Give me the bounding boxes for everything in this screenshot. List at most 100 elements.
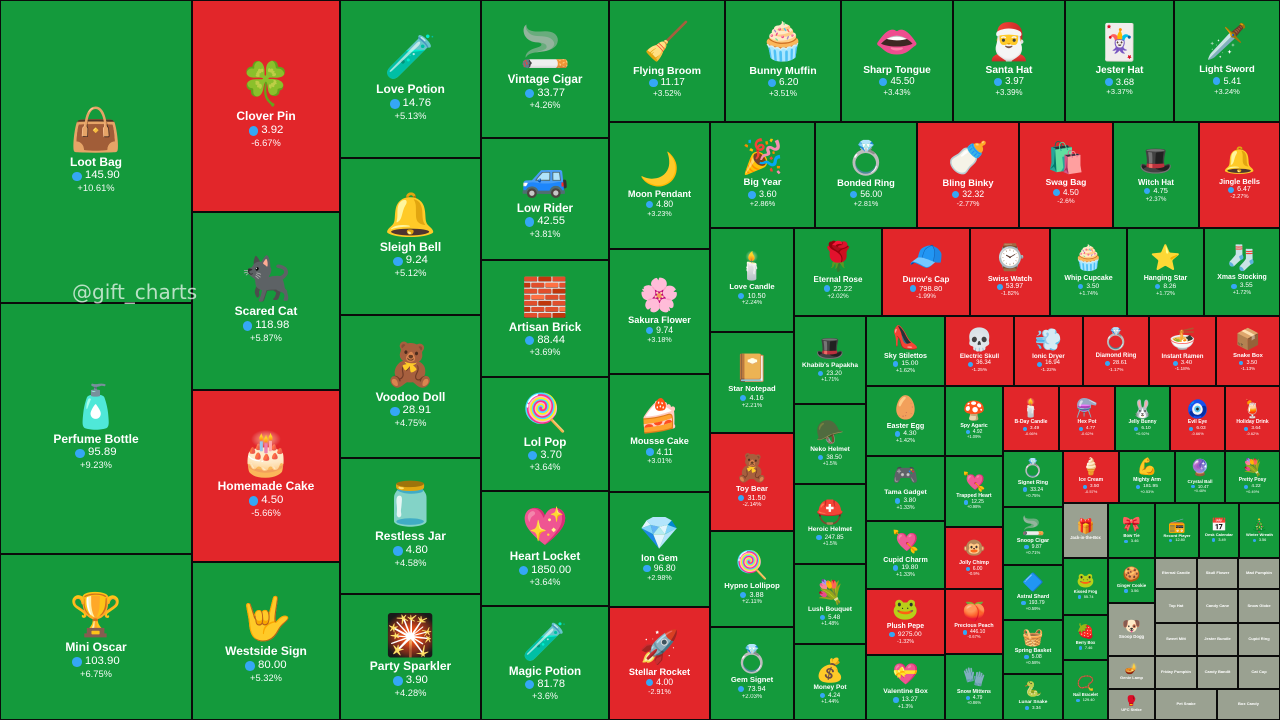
tile-ice-cream[interactable]: 🍦 Ice Cream 3.50 -0.57% — [1063, 451, 1119, 503]
tile-snake-box[interactable]: 📦 Snake Box 3.50 -1.13% — [1216, 316, 1280, 386]
tile-sleigh-bell[interactable]: 🔔 Sleigh Bell 9.24 +5.12% — [340, 158, 481, 315]
tile-vintage-cigar[interactable]: 🚬 Vintage Cigar 33.77 +4.26% — [481, 0, 609, 138]
tile-sharp-tongue[interactable]: 👄 Sharp Tongue 45.50 +3.43% — [841, 0, 953, 122]
tile-stellar-rocket[interactable]: 🚀 Stellar Rocket 4.00 -2.91% — [609, 607, 710, 720]
tile-xmas-stocking[interactable]: 🧦 Xmas Stocking 3.55 +1.72% — [1204, 228, 1280, 316]
tile-hanging-star[interactable]: ⭐ Hanging Star 8.26 +1.72% — [1127, 228, 1204, 316]
tile-flying-broom[interactable]: 🧹 Flying Broom 11.17 +3.52% — [609, 0, 725, 122]
tile-party-sparkler[interactable]: 🎇 Party Sparkler 3.90 +4.28% — [340, 594, 481, 720]
tile-jingle-bells[interactable]: 🔔 Jingle Bells 6.47 -2.27% — [1199, 122, 1280, 228]
tile-magic-potion[interactable]: 🧪 Magic Potion 81.78 +3.6% — [481, 606, 609, 720]
tile-low-rider[interactable]: 🚙 Low Rider 42.55 +3.81% — [481, 138, 609, 260]
tile-snoop-cigar[interactable]: 🚬 Snoop Cigar 9.87 +0.71% — [1003, 507, 1063, 565]
tile-winter-wreath[interactable]: 🎄 Winter Wreath 3.56 — [1239, 503, 1280, 558]
tile-durov-s-cap[interactable]: 🧢 Durov's Cap 798.80 -1.99% — [882, 228, 970, 316]
tile-snoop-dogg[interactable]: 🐶 Snoop Dogg — [1108, 603, 1155, 656]
tile-genie-lamp[interactable]: 🪔 Genie Lamp — [1108, 656, 1155, 689]
tile-electric-skull[interactable]: 💀 Electric Skull 36.34 -1.25% — [945, 316, 1014, 386]
tile-mousse-cake[interactable]: 🍰 Mousse Cake 4.11 +3.01% — [609, 374, 710, 492]
tile-bunny-muffin[interactable]: 🧁 Bunny Muffin 6.20 +3.51% — [725, 0, 841, 122]
tile-light-sword[interactable]: 🗡️ Light Sword 5.41 +3.24% — [1174, 0, 1280, 122]
tile-cupid-ring[interactable]: Cupid Ring — [1238, 623, 1280, 656]
tile-lunar-snake[interactable]: 🐍 Lunar Snake 3.34 — [1003, 674, 1063, 720]
tile-money-pot[interactable]: 💰 Money Pot 4.24 +1.44% — [794, 644, 866, 720]
tile-bling-binky[interactable]: 🍼 Bling Binky 32.32 -2.77% — [917, 122, 1019, 228]
tile-record-player[interactable]: 📻 Record Player 12.80 — [1155, 503, 1199, 558]
tile-friday-pumpkin[interactable]: Friday Pumpkin — [1155, 656, 1197, 689]
tile-cat-cup[interactable]: Cat Cup — [1238, 656, 1280, 689]
tile-spring-basket[interactable]: 🧺 Spring Basket 5.08 +0.58% — [1003, 620, 1063, 674]
tile-evil-eye[interactable]: 🧿 Evil Eye 6.03 -0.66% — [1170, 386, 1225, 451]
tile-bonded-ring[interactable]: 💍 Bonded Ring 56.00 +2.81% — [815, 122, 917, 228]
tile-candy-bandit[interactable]: Candy Bandit — [1197, 656, 1238, 689]
tile-voodoo-doll[interactable]: 🧸 Voodoo Doll 28.91 +4.75% — [340, 315, 481, 458]
tile-easter-egg[interactable]: 🥚 Easter Egg 4.30 +1.42% — [866, 386, 945, 456]
tile-jolly-chimp[interactable]: 🐵 Jolly Chimp 6.00 -0.9% — [945, 527, 1003, 589]
tile-hex-pot[interactable]: ⚗️ Hex Pot 4.77 -0.62% — [1059, 386, 1115, 451]
tile-jack-in-the-box[interactable]: 🎁 Jack-in-the-Box — [1063, 503, 1108, 558]
tile-tama-gadget[interactable]: 🎮 Tama Gadget 3.80 +1.33% — [866, 456, 945, 521]
tile-mad-pumpkin[interactable]: Mad Pumpkin — [1238, 558, 1280, 589]
tile-lush-bouquet[interactable]: 💐 Lush Bouquet 5.48 +1.48% — [794, 564, 866, 644]
tile-heart-locket[interactable]: 💖 Heart Locket 1850.00 +3.64% — [481, 491, 609, 606]
tile-top-hat[interactable]: Top Hat — [1155, 589, 1197, 623]
tile-ufc-strike[interactable]: 🥊 UFC Strike — [1108, 689, 1155, 720]
tile-scared-cat[interactable]: 🐈‍⬛ Scared Cat 118.98 +5.87% — [192, 212, 340, 390]
tile-star-notepad[interactable]: 📔 Star Notepad 4.16 +2.21% — [710, 332, 794, 433]
tile-cupid-charm[interactable]: 💘 Cupid Charm 19.80 +1.33% — [866, 521, 945, 589]
tile-toy-bear[interactable]: 🧸 Toy Bear 31.50 -2.14% — [710, 433, 794, 531]
tile-jester-hat[interactable]: 🃏 Jester Hat 3.68 +3.37% — [1065, 0, 1174, 122]
tile-box-candy[interactable]: Box Candy — [1217, 689, 1280, 720]
tile-precious-peach[interactable]: 🍑 Precious Peach 446.10 -0.67% — [945, 589, 1003, 654]
tile-desk-calendar[interactable]: 📅 Desk Calendar 3.49 — [1199, 503, 1239, 558]
tile-homemade-cake[interactable]: 🎂 Homemade Cake 4.50 -5.66% — [192, 390, 340, 562]
tile-nail-bracelet[interactable]: 📿 Nail Bracelet 129.40 — [1063, 660, 1108, 720]
tile-santa-hat[interactable]: 🎅 Santa Hat 3.97 +3.39% — [953, 0, 1065, 122]
tile-artisan-brick[interactable]: 🧱 Artisan Brick 88.44 +3.69% — [481, 260, 609, 377]
tile-swag-bag[interactable]: 🛍️ Swag Bag 4.50 -2.6% — [1019, 122, 1113, 228]
tile-ion-gem[interactable]: 💎 Ion Gem 96.80 +2.98% — [609, 492, 710, 607]
tile-astral-shard[interactable]: 🔷 Astral Shard 193.79 +0.59% — [1003, 565, 1063, 620]
tile-jester-bundle[interactable]: Jester Bundle — [1197, 623, 1238, 656]
tile-love-potion[interactable]: 🧪 Love Potion 14.76 +5.13% — [340, 0, 481, 158]
tile-eternal-rose[interactable]: 🌹 Eternal Rose 22.22 +2.02% — [794, 228, 882, 316]
tile-mini-oscar[interactable]: 🏆 Mini Oscar 103.90 +6.75% — [0, 554, 192, 720]
tile-sweet-mitt[interactable]: Sweet Mitt — [1155, 623, 1197, 656]
tile-berry-box[interactable]: 🍓 Berry Box 7.46 — [1063, 615, 1108, 660]
tile-snow-mittens[interactable]: 🧤 Snow Mittens 4.79 +0.86% — [945, 654, 1003, 720]
tile-heroic-helmet[interactable]: ⛑️ Heroic Helmet 247.85 +1.5% — [794, 484, 866, 564]
tile-snow-globe[interactable]: Snow Globe — [1238, 589, 1280, 623]
tile-mighty-arm[interactable]: 💪 Mighty Arm 181.95 +0.53% — [1119, 451, 1175, 503]
tile-pretty-posy[interactable]: 💐 Pretty Posy 4.22 +0.49% — [1225, 451, 1280, 503]
tile-plush-pepe[interactable]: 🐸 Plush Pepe 9275.00 -1.32% — [866, 589, 945, 655]
tile-signet-ring[interactable]: 💍 Signet Ring 33.24 +0.75% — [1003, 451, 1063, 507]
tile-jelly-bunny[interactable]: 🐰 Jelly Bunny 6.10 +0.92% — [1115, 386, 1170, 451]
tile-ginger-cookie[interactable]: 🍪 Ginger Cookie 3.56 — [1108, 558, 1155, 603]
tile-neko-helmet[interactable]: 🪖 Neko Helmet 38.50 +1.5% — [794, 404, 866, 484]
tile-ionic-dryer[interactable]: 💨 Ionic Dryer 16.94 -1.22% — [1014, 316, 1083, 386]
tile-perfume-bottle[interactable]: 🧴 Perfume Bottle 95.89 +9.23% — [0, 303, 192, 554]
tile-moon-pendant[interactable]: 🌙 Moon Pendant 4.80 +3.23% — [609, 122, 710, 249]
tile-crystal-ball[interactable]: 🔮 Crystal Ball 10.47 +0.48% — [1175, 451, 1225, 503]
tile-restless-jar[interactable]: 🫙 Restless Jar 4.80 +4.58% — [340, 458, 481, 594]
tile-westside-sign[interactable]: 🤟 Westside Sign 80.00 +5.32% — [192, 562, 340, 720]
tile-big-year[interactable]: 🎉 Big Year 3.60 +2.86% — [710, 122, 815, 228]
tile-khabib-s-papakha[interactable]: 🎩 Khabib's Papakha 23.20 +1.71% — [794, 316, 866, 404]
tile-trapped-heart[interactable]: 💘 Trapped Heart 12.25 +0.98% — [945, 456, 1003, 527]
tile-bow-tie[interactable]: 🎀 Bow Tie 3.46 — [1108, 503, 1155, 558]
tile-lol-pop[interactable]: 🍭 Lol Pop 3.70 +3.64% — [481, 377, 609, 491]
tile-loot-bag[interactable]: 👜 Loot Bag 145.90 +10.61% — [0, 0, 192, 303]
tile-candy-cane[interactable]: Candy Cane — [1197, 589, 1238, 623]
tile-gem-signet[interactable]: 💍 Gem Signet 73.94 +2.03% — [710, 627, 794, 720]
tile-diamond-ring[interactable]: 💍 Diamond Ring 28.61 -1.17% — [1083, 316, 1149, 386]
tile-valentine-box[interactable]: 💝 Valentine Box 13.27 +1.3% — [866, 655, 945, 720]
tile-clover-pin[interactable]: 🍀 Clover Pin 3.92 -6.67% — [192, 0, 340, 212]
tile-witch-hat[interactable]: 🎩 Witch Hat 4.75 +2.37% — [1113, 122, 1199, 228]
tile-b-day-candle[interactable]: 🕯️ B-Day Candle 3.49 -0.66% — [1003, 386, 1059, 451]
tile-kissed-frog[interactable]: 🐸 Kissed Frog 55.74 — [1063, 558, 1108, 615]
tile-sakura-flower[interactable]: 🌸 Sakura Flower 9.74 +3.18% — [609, 249, 710, 374]
tile-swiss-watch[interactable]: ⌚ Swiss Watch 53.97 -1.82% — [970, 228, 1050, 316]
tile-instant-ramen[interactable]: 🍜 Instant Ramen 3.40 -1.18% — [1149, 316, 1216, 386]
tile-sky-stilettos[interactable]: 👠 Sky Stilettos 15.00 +1.62% — [866, 316, 945, 386]
tile-skull-flower[interactable]: Skull Flower — [1197, 558, 1238, 589]
